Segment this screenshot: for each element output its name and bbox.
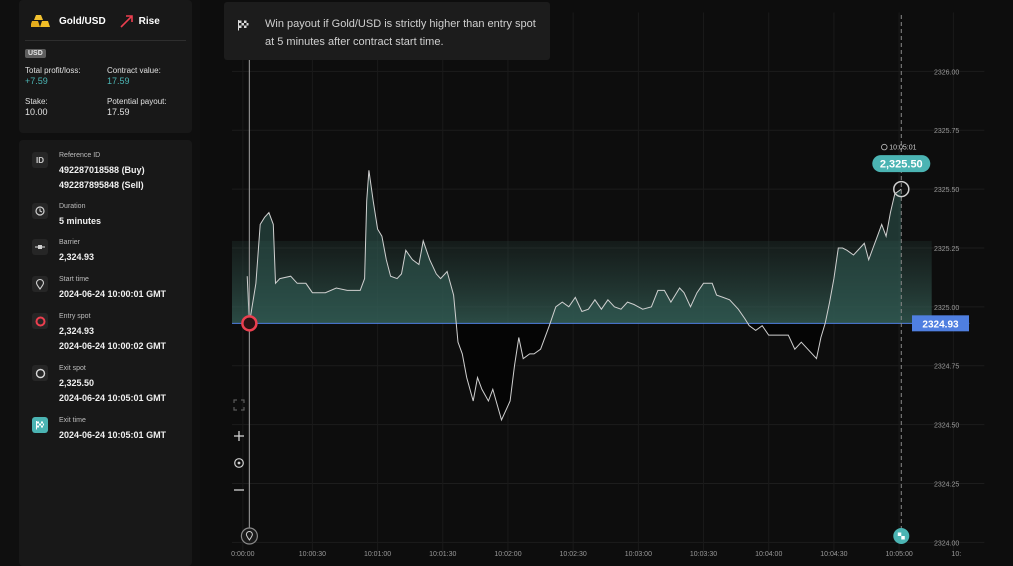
barrier-price-label: 2324.93 — [922, 319, 959, 330]
reference-id-sell: 492287895848 (Sell) — [59, 180, 144, 190]
stake: Stake: 10.00 — [25, 97, 48, 117]
x-tick-label: 10:02:00 — [494, 551, 521, 558]
location-pin-icon — [245, 531, 253, 541]
contract-details-card: ID Reference ID 492287018588 (Buy) 49228… — [19, 140, 192, 566]
exit-spot-value: 2,325.50 — [59, 378, 95, 388]
x-tick-label: 10:02:30 — [560, 551, 587, 558]
y-tick-label: 2324.00 — [934, 540, 959, 547]
total-profit-loss: Total profit/loss: +7.59 — [25, 66, 81, 86]
x-tick-label: 10:04:00 — [755, 551, 782, 558]
checkered-flag-icon — [901, 536, 905, 540]
asset-name: Gold/USD — [59, 15, 106, 27]
exit-time-label: 10:05:01 — [889, 145, 916, 152]
minus-icon — [234, 489, 244, 491]
exit-clock-icon — [881, 143, 888, 151]
gold-bars-icon — [31, 15, 50, 27]
x-tick-label: 0:00:00 — [231, 551, 254, 558]
contract-sidebar: Gold/USD Rise USD Total profit/loss: +7.… — [0, 0, 200, 566]
y-tick-label: 2325.50 — [934, 187, 959, 194]
clock-icon — [881, 143, 888, 151]
id-icon: ID — [32, 152, 48, 168]
potential-payout: Potential payout: 17.59 — [107, 97, 167, 117]
y-tick-label: 2324.75 — [934, 364, 959, 371]
asset-row: Gold/USD Rise — [31, 12, 160, 30]
rise-arrow-icon — [120, 15, 133, 28]
entry-spot-marker — [241, 315, 258, 332]
price-area-below — [456, 323, 826, 420]
y-tick-label: 2325.00 — [934, 305, 959, 312]
clock-icon — [32, 203, 48, 219]
contract-summary-card[interactable]: Gold/USD Rise USD Total profit/loss: +7.… — [19, 0, 192, 133]
contract-value: Contract value: 17.59 — [107, 66, 161, 86]
y-tick-label: 2325.25 — [934, 246, 959, 253]
barrier-icon — [32, 239, 48, 255]
crosshair-icon — [234, 458, 244, 468]
barrier-price-tag — [912, 315, 969, 332]
exit-price-label: 2,325.50 — [880, 159, 923, 171]
currency-badge: USD — [25, 49, 46, 58]
exit-price-pill — [872, 155, 931, 173]
start-pin-marker — [240, 527, 258, 545]
start-pin-circle — [240, 527, 258, 545]
plus-icon — [234, 431, 244, 441]
x-tick-label: 10:01:00 — [364, 551, 391, 558]
tooltip-text: Win payout if Gold/USD is strictly highe… — [265, 18, 536, 48]
trade-type: Rise — [138, 15, 160, 27]
checkered-flag-icon — [897, 532, 902, 536]
price-area-above — [247, 170, 902, 324]
summary-divider — [25, 40, 186, 41]
exit-spot-icon — [32, 365, 48, 381]
fit-screen-button[interactable] — [228, 395, 250, 415]
fit-screen-icon — [233, 399, 245, 411]
entry-spot-time: 2024-06-24 10:00:02 GMT — [59, 341, 167, 351]
location-pin-icon — [32, 276, 48, 292]
center-chart-button[interactable] — [228, 453, 250, 473]
price-line — [246, 170, 902, 422]
checkered-flag-icon — [32, 417, 48, 433]
entry-spot-value: 2,324.93 — [59, 326, 95, 336]
x-tick-label: 10:05:00 — [885, 551, 912, 558]
entry-spot-icon — [32, 313, 48, 329]
x-tick-label: 10:04:30 — [820, 551, 847, 558]
y-tick-label: 2326.00 — [934, 69, 959, 76]
checkered-flag-icon — [238, 20, 249, 31]
x-tick-label: 10:01:30 — [429, 551, 456, 558]
exit-spot-marker — [893, 180, 910, 198]
x-tick-label: 10:03:00 — [625, 551, 652, 558]
zoom-in-button[interactable] — [228, 426, 250, 446]
reference-id-buy: 492287018588 (Buy) — [59, 165, 145, 175]
price-chart[interactable]: 2,325.50 10:05:01 2326.00 2325.75 2325.50 232… — [200, 0, 1013, 566]
y-tick-label: 2324.25 — [934, 481, 959, 488]
contract-tooltip: Win payout if Gold/USD is strictly highe… — [224, 2, 550, 60]
y-tick-label: 2324.50 — [934, 423, 959, 430]
x-tick-label: 10: — [951, 551, 961, 558]
exit-spot-time: 2024-06-24 10:05:01 GMT — [59, 393, 167, 403]
x-tick-label: 10:00:30 — [299, 551, 326, 558]
x-tick-label: 10:03:30 — [690, 551, 717, 558]
zoom-out-button[interactable] — [228, 480, 250, 500]
exit-flag-marker — [893, 528, 910, 544]
y-tick-label: 2325.75 — [934, 128, 959, 135]
